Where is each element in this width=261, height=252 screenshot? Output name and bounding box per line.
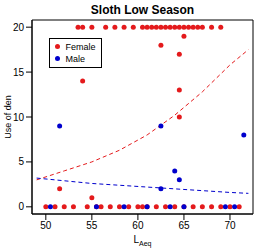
html-text:Male: Male [65,54,86,64]
svg-text:0: 0 [18,201,24,212]
html-text:Female: Female [65,42,96,52]
svg-text:55: 55 [86,220,98,231]
svg-text:15: 15 [13,67,25,78]
html-text:Sloth Low Season: Sloth Low Season [90,3,195,17]
html-text:Use of den: Use of den [3,95,13,139]
svg-text:65: 65 [178,220,190,231]
svg-text:70: 70 [224,220,236,231]
svg-text:60: 60 [132,220,144,231]
svg-text:50: 50 [40,220,52,231]
svg-text:5: 5 [18,156,24,167]
svg-text:20: 20 [13,22,25,33]
html-text:LAeq: LAeq [133,234,152,247]
svg-text:10: 10 [13,112,25,123]
